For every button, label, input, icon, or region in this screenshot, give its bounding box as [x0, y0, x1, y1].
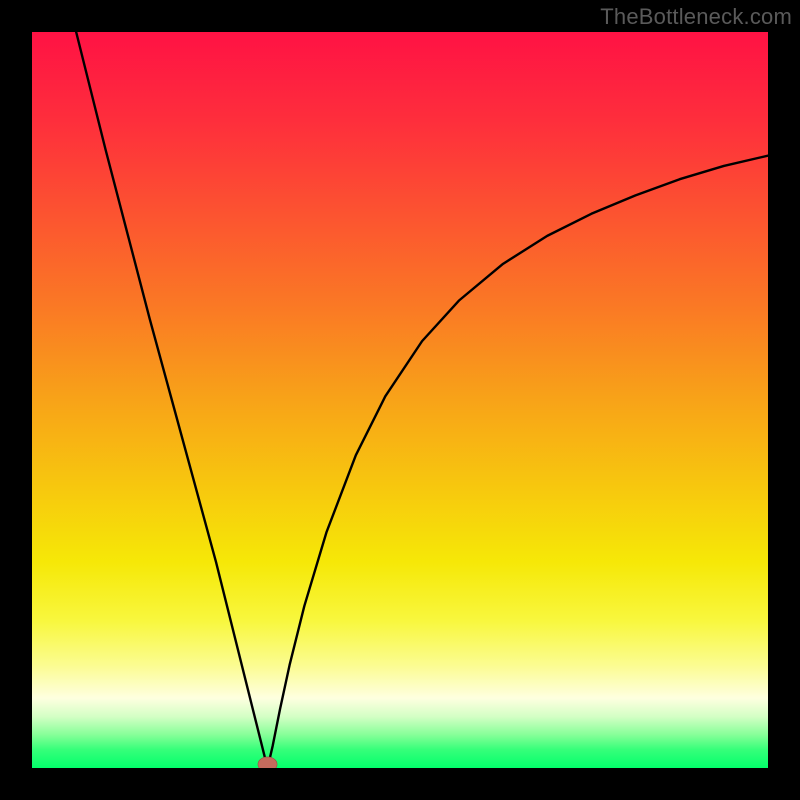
plot-area: [32, 32, 768, 768]
chart-svg: [32, 32, 768, 768]
chart-frame: TheBottleneck.com: [0, 0, 800, 800]
attribution-text: TheBottleneck.com: [600, 4, 792, 30]
gradient-background: [32, 32, 768, 768]
